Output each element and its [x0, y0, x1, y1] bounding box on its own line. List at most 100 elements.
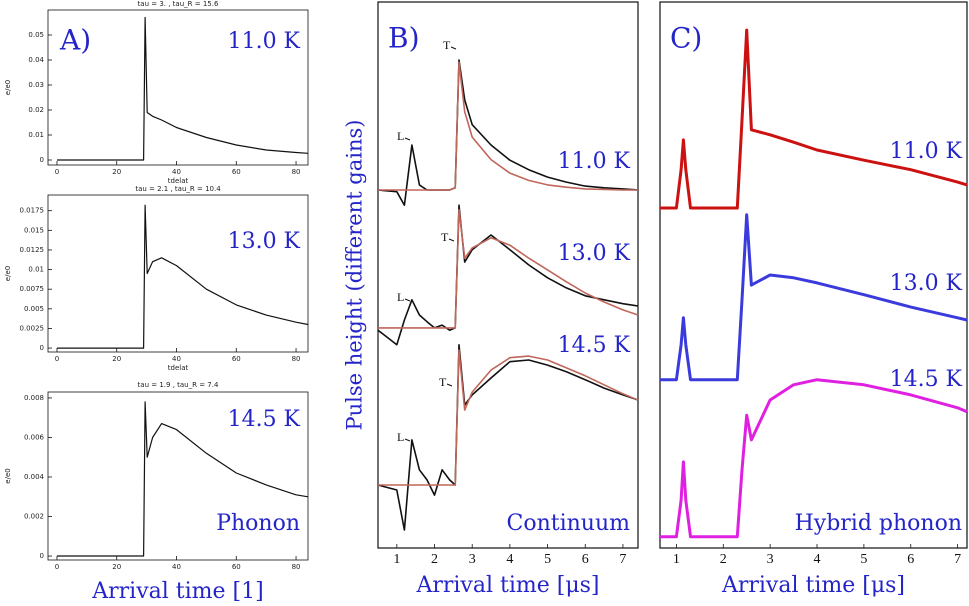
annotation: 14.5 K: [228, 407, 301, 432]
annotation: L: [397, 430, 404, 444]
annotation: Continuum: [507, 511, 631, 536]
annotation: T: [439, 375, 447, 389]
x-tick-label: 60: [232, 355, 241, 363]
annotation: 13.0 K: [890, 271, 963, 296]
annotation: 13.0 K: [558, 241, 631, 266]
data-line: [660, 213, 968, 382]
y-tick-label: 0.0075: [20, 285, 45, 293]
annotation: 11.0 K: [558, 149, 631, 174]
y-axis-label: e/e0: [4, 266, 12, 281]
data-line: [377, 204, 639, 346]
y-tick-label: 0.02: [28, 106, 44, 114]
x-tick-label: 80: [292, 168, 301, 176]
x-axis-label: Arrival time [μs]: [721, 573, 905, 598]
x-tick-label: 4: [814, 552, 821, 567]
pointer: [450, 46, 457, 50]
x-tick-label: 5: [544, 552, 551, 567]
annotation: Hybrid phonon: [795, 511, 962, 536]
y-axis-label: e/e0: [4, 468, 12, 483]
x-tick-label: 40: [172, 355, 181, 363]
y-tick-label: 0.05: [28, 31, 44, 39]
y-tick-label: 0.01: [28, 266, 44, 274]
annotation: A): [59, 24, 91, 57]
y-tick-label: 0.03: [28, 81, 44, 89]
y-axis-label: Pulse height (different gains): [343, 120, 367, 431]
pointer: [404, 298, 411, 302]
pointer: [448, 238, 455, 242]
x-tick-label: 1: [673, 552, 680, 567]
x-tick-label: 60: [232, 168, 241, 176]
x-tick-label: 20: [112, 563, 121, 571]
x-tick-label: 3: [767, 552, 774, 567]
data-line: [378, 208, 639, 329]
x-tick-label: 80: [292, 563, 301, 571]
annotation: B): [388, 22, 420, 55]
plot-frame: [377, 1, 639, 549]
plot-frame: [47, 9, 309, 166]
annotation: 11.0 K: [890, 139, 963, 164]
x-tick-label: 5: [860, 552, 867, 567]
annotation: T: [443, 38, 451, 52]
annotation: Phonon: [216, 511, 300, 536]
pointer: [404, 438, 411, 442]
annotation: 13.0 K: [228, 229, 301, 254]
x-axis-label: tdelat: [168, 364, 189, 372]
y-tick-label: 0: [40, 156, 44, 164]
y-axis-label: e/e0: [4, 80, 12, 95]
y-tick-label: 0.004: [24, 473, 45, 481]
data-line: [378, 349, 639, 486]
x-tick-label: 1: [393, 552, 400, 567]
plot-frame: [659, 1, 968, 549]
x-tick-label: 0: [55, 355, 59, 363]
data-line: [660, 28, 968, 210]
x-tick-label: 60: [232, 563, 241, 571]
data-line: [378, 61, 638, 191]
x-axis-label: Arrival time [1]: [91, 579, 263, 604]
y-tick-label: 0.0175: [20, 207, 45, 215]
x-tick-label: 7: [954, 552, 961, 567]
annotation: 11.0 K: [228, 29, 301, 54]
x-axis-label: Arrival time [μs]: [415, 573, 599, 598]
x-tick-label: 3: [469, 552, 476, 567]
x-tick-label: 6: [582, 552, 589, 567]
x-tick-label: 80: [292, 355, 301, 363]
data-line: [660, 378, 968, 539]
x-tick-label: 4: [506, 552, 513, 567]
y-tick-label: 0.005: [24, 305, 44, 313]
y-tick-label: 0.006: [24, 433, 45, 441]
x-tick-label: 20: [112, 168, 121, 176]
x-tick-label: 40: [172, 168, 181, 176]
x-tick-label: 0: [55, 563, 59, 571]
y-tick-label: 0.01: [28, 131, 44, 139]
y-tick-label: 0.015: [24, 226, 44, 234]
data-line: [57, 401, 309, 557]
y-tick-label: 0.04: [28, 56, 44, 64]
pointer: [446, 383, 453, 387]
annotation: T: [441, 230, 449, 244]
annotation: C): [670, 22, 702, 55]
y-tick-label: 0.008: [24, 394, 44, 402]
plot-frame: [47, 194, 309, 353]
y-tick-label: 0.002: [24, 513, 44, 521]
subplot-title: tau = 1.9 , tau_R = 7.4: [138, 381, 219, 389]
data-line: [57, 204, 309, 349]
y-tick-label: 0.0125: [20, 246, 45, 254]
x-tick-label: 2: [431, 552, 438, 567]
data-line: [377, 344, 639, 531]
x-tick-label: 6: [907, 552, 914, 567]
subplot-title: tau = 3. , tau_R = 15.6: [138, 0, 219, 8]
data-line: [57, 16, 309, 161]
x-tick-label: 40: [172, 563, 181, 571]
annotation: L: [397, 129, 404, 143]
y-tick-label: 0.0025: [20, 324, 45, 332]
y-tick-label: 0: [40, 552, 44, 560]
x-tick-label: 20: [112, 355, 121, 363]
x-tick-label: 0: [55, 168, 59, 176]
x-axis-label: tdelat: [168, 177, 189, 185]
x-tick-label: 7: [619, 552, 626, 567]
plot-frame: [47, 391, 309, 561]
annotation: L: [397, 290, 404, 304]
pointer: [404, 137, 411, 141]
annotation: 14.5 K: [890, 367, 963, 392]
